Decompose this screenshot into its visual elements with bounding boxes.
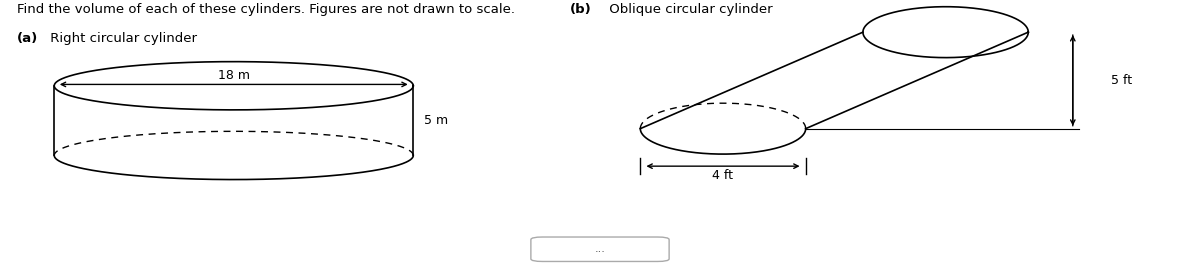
Text: Oblique circular cylinder: Oblique circular cylinder — [605, 3, 773, 16]
Text: 18 m: 18 m — [217, 69, 250, 82]
Text: 4 ft: 4 ft — [713, 169, 733, 182]
Text: (a): (a) — [17, 32, 38, 45]
Text: 5 ft: 5 ft — [1111, 74, 1132, 87]
Text: (b): (b) — [570, 3, 592, 16]
Text: 5 m: 5 m — [424, 114, 448, 127]
Text: ...: ... — [594, 244, 606, 254]
FancyBboxPatch shape — [530, 237, 670, 262]
Text: Right circular cylinder: Right circular cylinder — [47, 32, 197, 45]
Text: Find the volume of each of these cylinders. Figures are not drawn to scale.: Find the volume of each of these cylinde… — [17, 3, 515, 16]
